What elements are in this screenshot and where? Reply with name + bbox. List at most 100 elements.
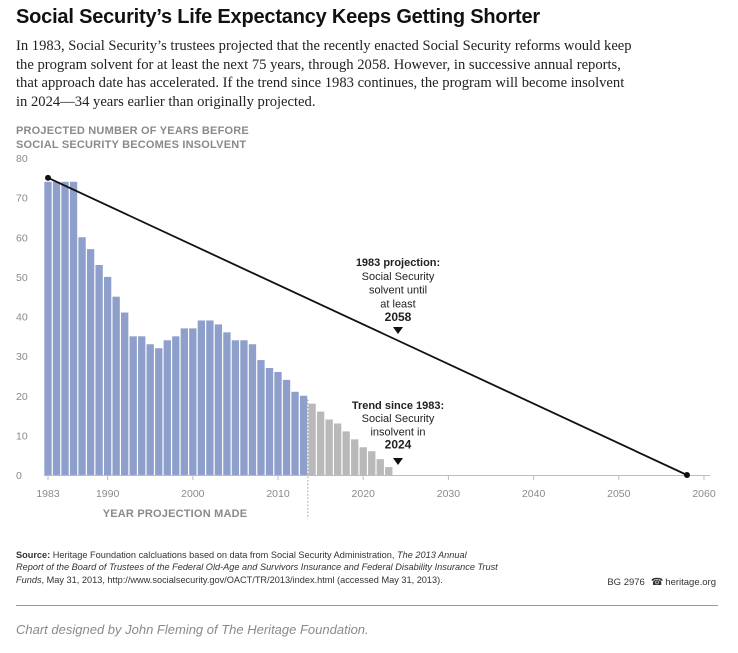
- projection-bar: [257, 360, 265, 475]
- source-text: Heritage Foundation calcluations based o…: [50, 550, 397, 560]
- x-axis-title: YEAR PROJECTION MADE: [103, 508, 248, 520]
- source-text: , May 31, 2013, http://www.socialsecurit…: [41, 574, 443, 585]
- projection-annotation-text: 1983 projection:: [356, 257, 440, 269]
- intro-line: the program solvent for at least the nex…: [16, 56, 621, 73]
- projection-bar: [231, 340, 240, 475]
- source-note: Source: Heritage Foundation calcluations…: [16, 549, 576, 586]
- footer-ref: BG 2976 ☎ heritage.org: [607, 577, 716, 588]
- projection-bar: [265, 368, 274, 475]
- liberty-bell-icon: ☎: [650, 577, 664, 588]
- chart-credit: Chart designed by John Fleming of The He…: [16, 622, 369, 637]
- trend-annotation-text: 2024: [385, 438, 412, 452]
- y-tick-label: 20: [16, 391, 28, 403]
- source-report-title: Report of the Board of Trustees of the F…: [16, 562, 498, 573]
- projection-bar: [282, 379, 291, 475]
- trend-annotation-text: insolvent in: [370, 426, 425, 438]
- projection-bar: [86, 249, 95, 475]
- projection-bar: [223, 332, 231, 475]
- y-axis-title: PROJECTED NUMBER OF YEARS BEFORE SOCIAL …: [16, 124, 249, 152]
- intro-text: In 1983, Social Security’s trustees proj…: [16, 37, 716, 111]
- y-tick-label: 50: [16, 272, 28, 284]
- source-report-title: The 2013 Annual: [396, 550, 467, 560]
- trend-annotation-text: Social Security: [362, 413, 435, 425]
- trend-bar: [334, 423, 342, 475]
- bg-number: BG 2976: [607, 577, 645, 588]
- projection-bar: [214, 324, 223, 475]
- projection-bar: [274, 371, 282, 475]
- x-tick-label: 2060: [692, 488, 716, 500]
- chart-title: Social Security’s Life Expectancy Keeps …: [16, 6, 540, 28]
- projection-bar: [197, 320, 206, 475]
- trend-annotation-text: Trend since 1983:: [352, 400, 444, 412]
- source-line: Funds, May 31, 2013, http://www.socialse…: [16, 574, 576, 586]
- projection-line: [47, 176, 688, 476]
- y-axis-title-line: SOCIAL SECURITY BECOMES INSOLVENT: [16, 139, 247, 151]
- projection-bar: [78, 237, 86, 475]
- trend-bar: [316, 411, 325, 475]
- y-tick-label: 70: [16, 193, 28, 205]
- projection-bar: [129, 336, 137, 475]
- projection-bar: [103, 276, 112, 475]
- source-report-title: Funds: [16, 574, 42, 585]
- source-line: Report of the Board of Trustees of the F…: [16, 561, 576, 573]
- projection-bar: [138, 336, 146, 475]
- projection-bar: [121, 312, 129, 475]
- projection-annotation-arrow: [393, 327, 403, 334]
- projection-annotation-text: Social Security: [362, 271, 435, 283]
- projection-bar: [180, 328, 188, 475]
- trend-bar: [308, 403, 316, 475]
- x-tick-label: 2050: [607, 488, 631, 500]
- x-tick-label: 2040: [522, 488, 546, 500]
- y-tick-label: 40: [16, 312, 28, 324]
- y-axis-title-line: PROJECTED NUMBER OF YEARS BEFORE: [16, 125, 249, 137]
- site-name: heritage.org: [665, 577, 716, 588]
- projection-bar: [206, 320, 214, 475]
- trend-bar: [368, 451, 376, 475]
- intro-line: in 2024—34 years earlier than originally…: [16, 93, 316, 110]
- x-tick-label: 2000: [181, 488, 205, 500]
- x-tick-label: 2030: [437, 488, 461, 500]
- projection-bar: [61, 181, 69, 475]
- source-label: Source:: [16, 550, 51, 560]
- divider: [16, 605, 718, 606]
- projection-annotation-text: 2058: [385, 310, 412, 324]
- trend-bar: [351, 439, 359, 475]
- trend-bar: [376, 459, 384, 475]
- projection-bar: [146, 344, 154, 475]
- projection-bar: [291, 391, 299, 475]
- source-line: Source: Heritage Foundation calcluations…: [16, 549, 576, 561]
- projection-annotation-text: at least: [380, 298, 415, 310]
- projection-bar: [44, 181, 52, 475]
- projection-bar: [248, 344, 257, 475]
- projection-bar: [172, 336, 180, 475]
- projection-bar: [189, 328, 197, 475]
- trend-bar: [359, 447, 367, 475]
- trend-annotation-arrow: [393, 458, 403, 465]
- y-tick-label: 60: [16, 232, 28, 244]
- intro-line: In 1983, Social Security’s trustees proj…: [16, 38, 632, 54]
- y-tick-label: 0: [16, 470, 22, 482]
- projection-bar: [112, 296, 120, 475]
- y-tick-label: 10: [16, 430, 28, 442]
- trend-bar: [325, 419, 333, 475]
- projection-bar: [299, 395, 308, 475]
- trend-bar: [385, 467, 393, 475]
- projection-bar: [95, 264, 103, 475]
- projection-bar: [155, 348, 163, 475]
- projection-annotation-text: solvent until: [369, 285, 427, 297]
- x-tick-label: 1983: [36, 488, 60, 500]
- projection-bar: [52, 181, 61, 475]
- projection-bar: [69, 181, 78, 475]
- projection-end-point: [683, 472, 690, 478]
- projection-start-point: [45, 174, 51, 181]
- projection-bar: [240, 340, 248, 475]
- y-tick-label: 80: [16, 153, 28, 165]
- projection-bar: [163, 340, 171, 475]
- trend-bar: [342, 431, 350, 475]
- intro-line: that approach date has accelerated. If t…: [16, 75, 625, 92]
- x-tick-label: 2020: [352, 488, 376, 500]
- y-tick-label: 30: [16, 351, 28, 363]
- x-tick-label: 1990: [96, 488, 120, 500]
- x-tick-label: 2010: [266, 488, 290, 500]
